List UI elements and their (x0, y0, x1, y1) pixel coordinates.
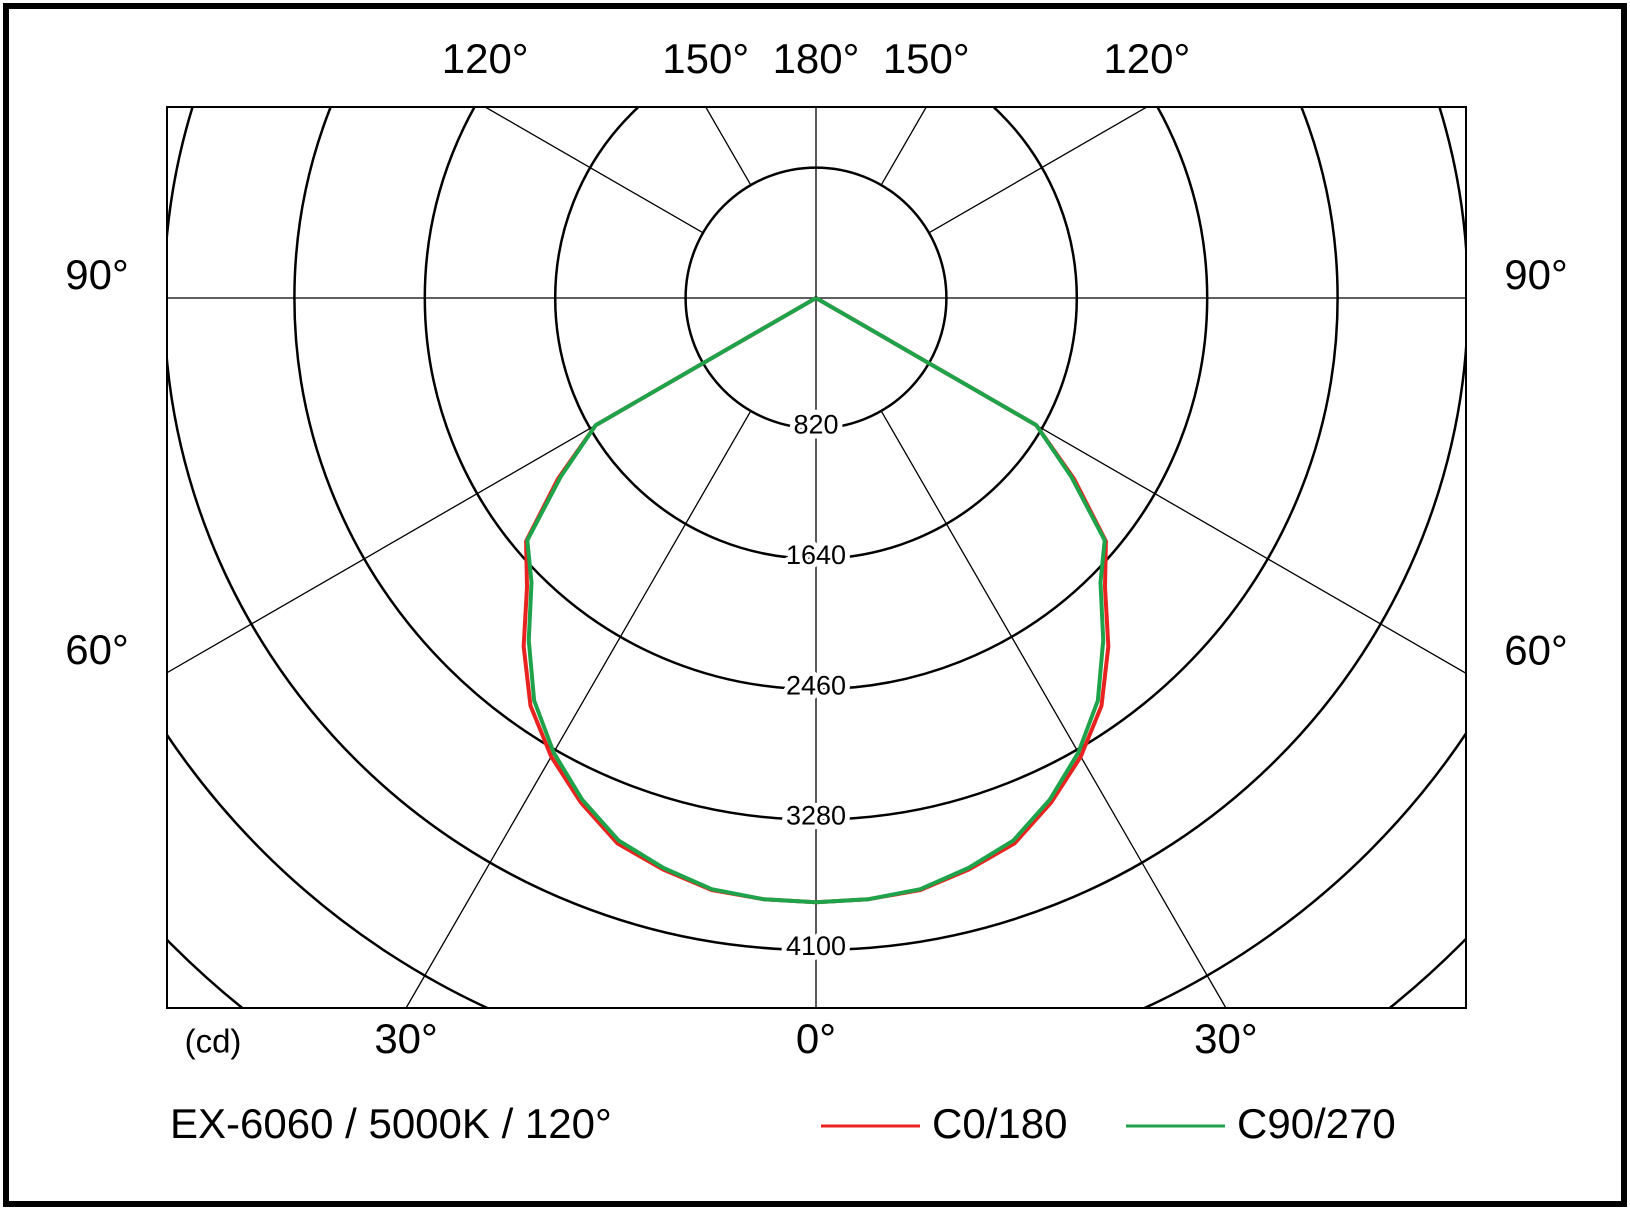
ring-label: 1640 (786, 540, 846, 570)
angle-label: 180° (773, 35, 860, 82)
legend-label: C0/180 (932, 1100, 1067, 1147)
angle-label: 150° (662, 35, 749, 82)
spoke (484, 107, 704, 234)
angle-label: 90° (65, 251, 129, 298)
spoke (405, 410, 752, 1008)
spoke (880, 410, 1227, 1008)
legend-label: C90/270 (1237, 1100, 1396, 1147)
angle-label: 60° (1504, 626, 1568, 673)
angle-label: 120° (442, 35, 529, 82)
plot-border (166, 106, 1467, 1009)
angle-label: 30° (1194, 1015, 1258, 1062)
labels: 0° 30° 30° 60° 60° 90° 90° 120° 120° 150° 150° 180°… (65, 35, 1568, 1062)
curves (521, 296, 1111, 905)
angle-label: 30° (374, 1015, 438, 1062)
angle-label: 60° (65, 626, 129, 673)
ring-label: 820 (793, 410, 838, 440)
unit-label: (cd) (185, 1023, 242, 1060)
angle-label: 150° (883, 35, 970, 82)
series-line (814, 296, 1107, 905)
spoke (705, 107, 752, 186)
ring-label: 3280 (786, 801, 846, 831)
angle-label: 90° (1504, 251, 1568, 298)
frame (3, 3, 1627, 1207)
spoke (880, 107, 927, 186)
ring-label: 4100 (786, 931, 846, 961)
series-line (525, 296, 818, 905)
chart-title: EX-6060 / 5000K / 120° (170, 1100, 612, 1147)
ring-label: 2460 (786, 670, 846, 700)
spoke (928, 107, 1148, 234)
angle-label: 0° (796, 1015, 836, 1062)
angle-label: 120° (1103, 35, 1190, 82)
